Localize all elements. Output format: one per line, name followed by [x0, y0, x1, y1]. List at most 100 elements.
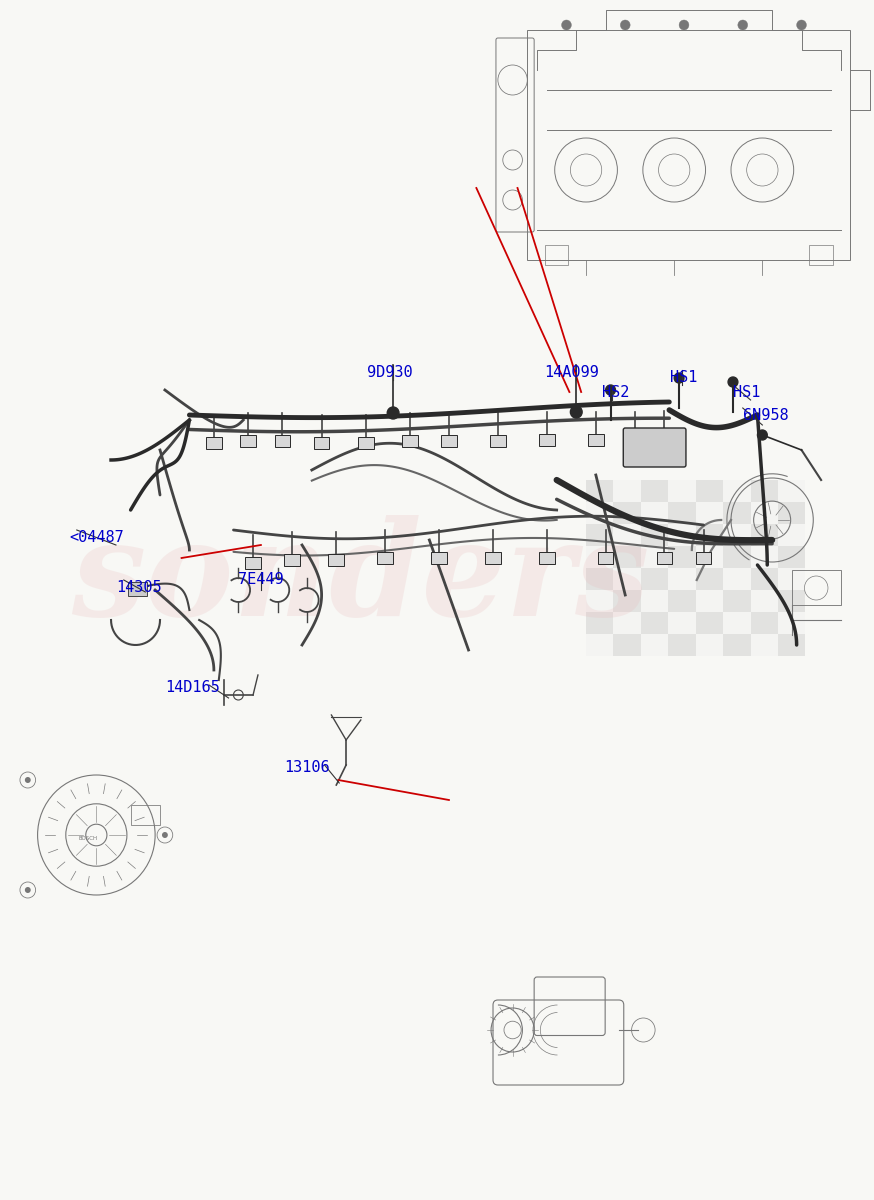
Bar	[614, 502, 641, 524]
Bar	[314, 437, 329, 449]
Bar	[696, 590, 723, 612]
Bar	[723, 612, 751, 634]
Bar	[751, 546, 778, 568]
Bar	[778, 524, 806, 546]
Bar	[545, 245, 568, 265]
Bar	[751, 502, 778, 524]
Bar	[130, 805, 160, 826]
Circle shape	[758, 430, 767, 440]
Bar	[586, 590, 614, 612]
Bar	[586, 612, 614, 634]
Bar	[696, 546, 723, 568]
Bar	[669, 480, 696, 502]
Bar	[669, 546, 696, 568]
Text: 14A099: 14A099	[544, 365, 599, 380]
Text: 14D165: 14D165	[165, 680, 219, 695]
Circle shape	[162, 832, 168, 838]
Circle shape	[387, 407, 399, 419]
Text: 14305: 14305	[116, 580, 162, 595]
Bar	[669, 502, 696, 524]
Bar	[723, 524, 751, 546]
Bar	[778, 546, 806, 568]
Bar	[614, 546, 641, 568]
Bar	[240, 434, 256, 446]
Bar	[641, 480, 669, 502]
Bar	[284, 554, 300, 566]
Bar	[723, 634, 751, 656]
Bar	[586, 568, 614, 590]
Bar	[614, 524, 641, 546]
Bar	[778, 480, 806, 502]
Bar	[357, 437, 373, 449]
Bar	[751, 590, 778, 612]
Bar	[669, 590, 696, 612]
Bar	[696, 568, 723, 590]
Bar	[539, 434, 555, 446]
Bar	[669, 524, 696, 546]
Bar	[751, 480, 778, 502]
Bar	[441, 434, 457, 446]
Bar	[641, 524, 669, 546]
Text: 7E449: 7E449	[238, 572, 284, 587]
Bar	[723, 590, 751, 612]
Bar	[431, 552, 447, 564]
Bar	[696, 612, 723, 634]
Bar	[274, 434, 290, 446]
Circle shape	[679, 20, 689, 30]
Bar	[751, 524, 778, 546]
Circle shape	[562, 20, 572, 30]
Bar	[614, 480, 641, 502]
Bar	[696, 502, 723, 524]
Bar	[778, 502, 806, 524]
Bar	[586, 480, 614, 502]
Bar	[614, 634, 641, 656]
Bar	[696, 524, 723, 546]
Bar	[723, 568, 751, 590]
Text: <04487: <04487	[69, 530, 124, 545]
Bar	[696, 552, 711, 564]
Bar	[641, 590, 669, 612]
Text: BOSCH: BOSCH	[79, 836, 98, 841]
Bar	[792, 570, 841, 605]
Bar	[641, 568, 669, 590]
Text: 9D930: 9D930	[367, 365, 413, 380]
Bar	[656, 433, 672, 445]
Bar	[778, 568, 806, 590]
Bar	[378, 552, 393, 564]
Bar	[641, 546, 669, 568]
Text: HS2: HS2	[602, 385, 629, 400]
Bar	[402, 434, 418, 446]
Bar	[669, 568, 696, 590]
Circle shape	[674, 373, 684, 383]
Bar	[490, 434, 506, 446]
Text: sonders: sonders	[72, 516, 650, 644]
Bar	[586, 546, 614, 568]
Text: HS1: HS1	[733, 385, 760, 400]
Bar	[641, 612, 669, 634]
Bar	[723, 546, 751, 568]
Bar	[696, 634, 723, 656]
Bar	[329, 554, 344, 566]
Bar	[586, 634, 614, 656]
Bar	[723, 502, 751, 524]
Circle shape	[571, 406, 582, 418]
Bar	[588, 434, 604, 446]
Circle shape	[621, 20, 630, 30]
Bar	[723, 480, 751, 502]
Circle shape	[728, 377, 738, 386]
Text: 6N958: 6N958	[743, 408, 788, 422]
Bar	[669, 634, 696, 656]
Bar	[206, 437, 222, 449]
Bar	[669, 612, 696, 634]
Bar	[656, 552, 672, 564]
Bar	[696, 480, 723, 502]
Circle shape	[24, 887, 31, 893]
Bar	[586, 502, 614, 524]
Bar	[809, 245, 833, 265]
Bar	[628, 434, 643, 446]
Bar	[751, 568, 778, 590]
Bar	[751, 612, 778, 634]
Bar	[614, 612, 641, 634]
Text: 13106: 13106	[284, 760, 329, 775]
Bar	[485, 552, 501, 564]
